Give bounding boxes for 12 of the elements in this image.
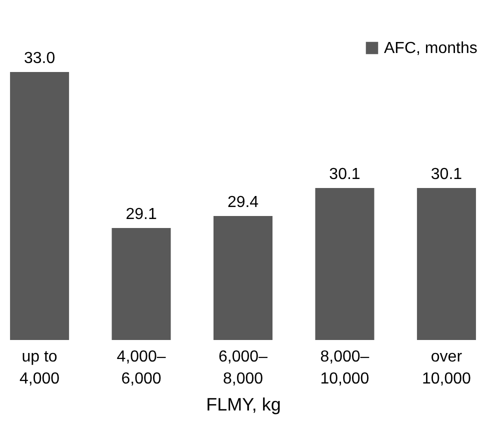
x-axis-title: FLMY, kg [206,394,281,414]
data-label: 29.4 [227,194,259,211]
x-tick-label: over 10,000 [422,348,472,388]
data-label: 30.1 [430,166,462,183]
x-tick-label: up to 4,000 [20,348,60,388]
x-tick-label: 6,000– 8,000 [218,348,268,388]
data-label: 30.1 [329,166,360,183]
legend-label: AFC, months [384,40,478,57]
x-tick-label: 8,000– 10,000 [320,348,370,388]
data-label: 33.0 [24,50,56,67]
x-tick-label: 4,000– 6,000 [116,348,166,388]
data-label: 29.1 [126,206,157,223]
